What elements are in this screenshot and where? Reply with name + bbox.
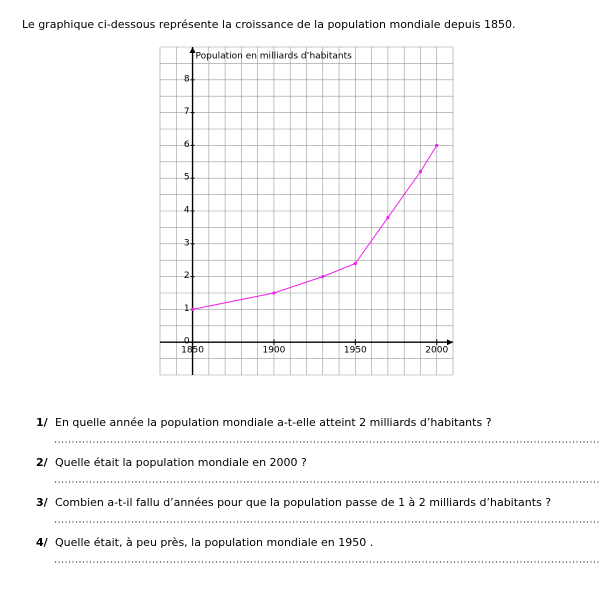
question-text: Quelle était la population mondiale en 2… xyxy=(55,456,307,469)
y-tick-label: 4 xyxy=(184,206,190,216)
y-tick-label: 5 xyxy=(184,173,190,183)
point xyxy=(418,170,423,174)
point xyxy=(435,143,439,147)
y-tick-label: 3 xyxy=(184,238,190,248)
x-axis-arrow xyxy=(447,339,453,346)
question-number: 4/ xyxy=(36,536,49,549)
y-tick-label: 8 xyxy=(184,74,190,84)
x-tick-label: 1950 xyxy=(344,346,367,356)
point xyxy=(190,307,195,311)
y-tick-label: 2 xyxy=(184,271,190,281)
intro: Le graphique ci-dessous représente la cr… xyxy=(22,18,515,31)
y-tick-label: 1 xyxy=(184,304,190,314)
question-text: Quelle était, à peu près, la population … xyxy=(55,536,373,549)
point xyxy=(272,291,276,295)
y-axis-arrow xyxy=(189,47,196,53)
y-tick-label: 7 xyxy=(184,107,190,117)
question-number: 3/ xyxy=(36,496,49,509)
x-tick-label: 1850 xyxy=(181,346,204,356)
question-text: Combien a-t-il fallu d’années pour que l… xyxy=(55,496,551,509)
question-text: En quelle année la population mondiale a… xyxy=(55,416,492,429)
question-number: 2/ xyxy=(36,456,49,469)
y-tick-label: 0 xyxy=(184,337,190,347)
point xyxy=(321,275,325,279)
x-tick-label: 2000 xyxy=(425,346,448,356)
question-number: 1/ xyxy=(36,416,49,429)
y-tick-label: 6 xyxy=(184,140,190,150)
point xyxy=(386,215,390,220)
y-axis-label: Population en milliards d’habitants xyxy=(196,52,353,62)
x-tick-label: 1900 xyxy=(262,346,285,356)
point xyxy=(353,261,357,266)
